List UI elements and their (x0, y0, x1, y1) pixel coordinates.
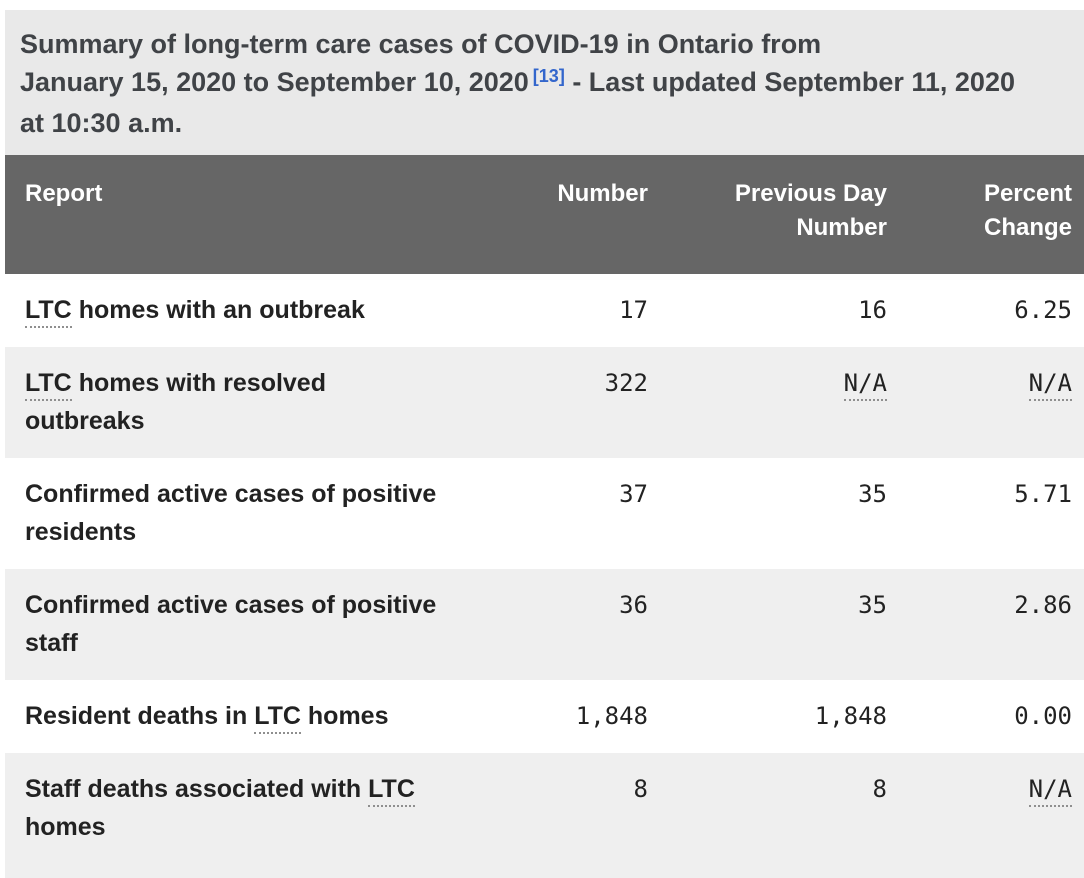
text-segment: 1,848 (814, 702, 887, 730)
percent-change-cell: 0.00 (899, 680, 1084, 753)
abbr-term: LTC (368, 775, 415, 807)
column-header-number: Number (460, 155, 660, 274)
percent-change-cell: 5.71 (899, 458, 1084, 569)
previous-day-number-cell: 16 (660, 274, 899, 347)
table-row: LTC homes with resolved outbreaks 322 N/A N… (5, 347, 1084, 458)
table-row: Resident deaths in LTC homes 1,848 1,848 0.… (5, 680, 1084, 753)
text-segment: 36 (619, 591, 648, 619)
number-cell: 1,848 (460, 680, 660, 753)
text-segment: 35 (858, 591, 887, 619)
text-segment: homes with an outbreak (71, 296, 365, 324)
text-segment: 8 (633, 775, 648, 803)
text-segment: homes (300, 702, 389, 730)
previous-day-number-cell: 8 (660, 753, 899, 878)
text-segment: 0.00 (1014, 702, 1072, 730)
text-segment: 17 (619, 296, 648, 324)
text-segment: 35 (858, 480, 887, 508)
text-segment: Resident deaths in (25, 702, 255, 730)
caption-line-2: January 15, 2020 to September 10, 2020 [1… (20, 63, 1064, 104)
caption-text: Summary of long-term care cases of COVID… (20, 29, 822, 59)
text-segment: Confirmed active cases of positive staff (25, 591, 437, 657)
report-cell: Resident deaths in LTC homes (5, 680, 460, 753)
text-segment: homes (25, 813, 106, 841)
text-segment: 5.71 (1014, 480, 1072, 508)
report-cell: LTC homes with resolved outbreaks (5, 347, 460, 458)
text-segment: 37 (619, 480, 648, 508)
abbr-term: LTC (25, 296, 72, 328)
previous-day-number-cell: 35 (660, 569, 899, 680)
abbr-term: N/A (1028, 775, 1072, 807)
abbr-term: N/A (843, 369, 887, 401)
summary-table: Report Number Previous Day Number Percen… (5, 155, 1084, 878)
table-body: LTC homes with an outbreak 17 16 6.25 LTC ho… (5, 274, 1084, 878)
text-segment: 6.25 (1014, 296, 1072, 324)
text-segment: Confirmed active cases of positive resid… (25, 480, 437, 546)
table-row: Confirmed active cases of positive staff… (5, 569, 1084, 680)
abbr-term: N/A (1028, 369, 1072, 401)
column-header-percent-change: Percent Change (899, 155, 1084, 274)
caption-line-3: at 10:30 a.m. (20, 104, 1064, 142)
table-header-row: Report Number Previous Day Number Percen… (5, 155, 1084, 274)
caption-line-1: Summary of long-term care cases of COVID… (20, 25, 1064, 63)
abbr-term: LTC (254, 702, 301, 734)
report-cell: LTC homes with an outbreak (5, 274, 460, 347)
table-row: Staff deaths associated with LTC homes 8 8… (5, 753, 1084, 878)
number-cell: 322 (460, 347, 660, 458)
abbr-term: LTC (25, 369, 72, 401)
column-header-previous-day-number: Previous Day Number (660, 155, 899, 274)
number-cell: 17 (460, 274, 660, 347)
percent-change-cell: 2.86 (899, 569, 1084, 680)
text-segment: 322 (604, 369, 648, 397)
percent-change-cell: 6.25 (899, 274, 1084, 347)
percent-change-cell: N/A (899, 347, 1084, 458)
caption-text: at 10:30 a.m. (20, 108, 183, 138)
previous-day-number-cell: N/A (660, 347, 899, 458)
text-segment: 16 (858, 296, 887, 324)
previous-day-number-cell: 1,848 (660, 680, 899, 753)
report-cell: Confirmed active cases of positive staff (5, 569, 460, 680)
text-segment: homes with resolved outbreaks (25, 369, 326, 435)
table-row: LTC homes with an outbreak 17 16 6.25 (5, 274, 1084, 347)
report-cell: Staff deaths associated with LTC homes (5, 753, 460, 878)
table-caption: Summary of long-term care cases of COVID… (5, 10, 1084, 155)
number-cell: 37 (460, 458, 660, 569)
text-segment: 2.86 (1014, 591, 1072, 619)
table-row: Confirmed active cases of positive resid… (5, 458, 1084, 569)
number-cell: 8 (460, 753, 660, 878)
percent-change-cell: N/A (899, 753, 1084, 878)
page: Summary of long-term care cases of COVID… (5, 10, 1084, 878)
number-cell: 36 (460, 569, 660, 680)
reference-link[interactable]: [13] (532, 66, 565, 86)
caption-text: January 15, 2020 to September 10, 2020 (20, 67, 529, 97)
text-segment: 1,848 (575, 702, 648, 730)
previous-day-number-cell: 35 (660, 458, 899, 569)
report-cell: Confirmed active cases of positive resid… (5, 458, 460, 569)
caption-text: - Last updated September 11, 2020 (564, 67, 1015, 97)
text-segment: Staff deaths associated with (25, 775, 369, 803)
text-segment: 8 (872, 775, 887, 803)
column-header-report: Report (5, 155, 460, 274)
